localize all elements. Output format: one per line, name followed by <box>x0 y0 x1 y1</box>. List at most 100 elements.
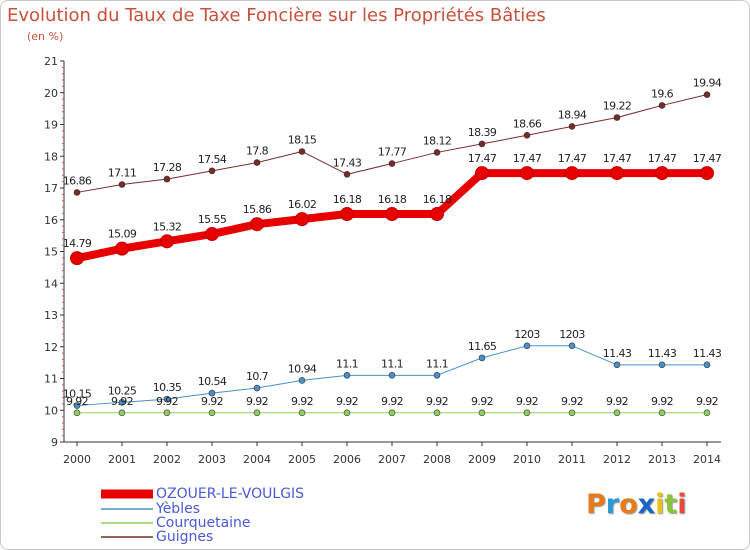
series-2 <box>73 409 711 417</box>
data-point <box>388 372 396 379</box>
data-label: 18.39 <box>468 126 497 139</box>
data-point <box>658 102 666 109</box>
y-tick-label: 12 <box>44 341 58 354</box>
data-point <box>208 389 216 397</box>
data-label: 17.47 <box>648 152 677 165</box>
data-point <box>523 409 531 417</box>
data-point <box>70 251 84 266</box>
legend-label-courquetaine: Courquetaine <box>156 515 251 531</box>
proxiti-logo: Proxiti <box>586 489 687 520</box>
data-point <box>295 212 309 227</box>
logo-letter: o <box>619 489 638 520</box>
data-point <box>565 166 579 181</box>
data-label: 1203 <box>559 328 585 341</box>
data-point <box>298 148 306 155</box>
logo-letter: r <box>605 489 620 520</box>
data-point <box>253 159 261 166</box>
data-label: 19.94 <box>693 77 722 90</box>
data-point <box>478 140 486 148</box>
data-label: 11.43 <box>693 347 722 360</box>
data-label: 10.54 <box>198 375 227 388</box>
data-label: 11.1 <box>336 357 358 370</box>
legend-swatch-courquetaine <box>101 522 153 524</box>
data-label: 17.47 <box>513 152 542 165</box>
data-point <box>208 409 216 417</box>
x-tick-label: 2002 <box>153 453 181 466</box>
data-label: 15.86 <box>243 203 272 216</box>
data-point <box>73 409 81 417</box>
data-label: 17.47 <box>603 152 632 165</box>
data-label: 9.92 <box>561 395 583 408</box>
data-point <box>163 395 171 403</box>
legend-label-ozouer: OZOUER-LE-VOULGIS <box>156 486 305 502</box>
data-point <box>658 409 666 417</box>
y-tick-label: 13 <box>44 309 58 322</box>
data-label: 17.43 <box>333 156 362 169</box>
data-label: 9.92 <box>111 395 133 408</box>
data-label: 9.92 <box>336 395 358 408</box>
data-point <box>568 123 576 130</box>
data-label: 9.92 <box>471 395 493 408</box>
y-tick-label: 17 <box>44 182 58 195</box>
x-tick-label: 2009 <box>468 453 496 466</box>
data-point <box>703 409 711 417</box>
data-point <box>388 409 396 417</box>
data-point <box>478 354 486 362</box>
x-tick-label: 2012 <box>603 453 631 466</box>
data-point <box>433 409 441 417</box>
data-point <box>475 166 489 181</box>
y-tick-label: 15 <box>44 246 58 259</box>
data-point <box>118 181 126 188</box>
logo-letter: x <box>637 489 656 520</box>
data-label: 19.22 <box>603 100 632 113</box>
x-tick-label: 2005 <box>288 453 316 466</box>
y-tick-label: 14 <box>44 277 58 290</box>
data-point <box>658 361 666 369</box>
data-label: 14.79 <box>63 237 92 250</box>
data-point <box>163 409 171 417</box>
data-point <box>118 399 126 406</box>
logo-letter: t <box>664 489 678 520</box>
chart-subtitle: (en %) <box>27 30 64 43</box>
y-tick-label: 16 <box>44 214 58 227</box>
y-tick-label: 18 <box>44 150 58 163</box>
data-point <box>430 207 444 222</box>
data-label: 9.92 <box>696 395 718 408</box>
y-tick-label: 19 <box>44 119 58 132</box>
data-point <box>613 409 621 417</box>
data-point <box>700 166 714 181</box>
data-label: 9.92 <box>156 395 178 408</box>
legend-item-guignes: Guignes <box>101 530 213 544</box>
data-point <box>73 402 81 409</box>
legend-label-yebles: Yèbles <box>156 501 200 517</box>
data-label: 9.92 <box>381 395 403 408</box>
y-tick-label: 11 <box>44 373 58 386</box>
data-point <box>253 384 261 392</box>
legend-item-yebles: Yèbles <box>101 502 200 516</box>
data-point <box>610 166 624 181</box>
data-point <box>298 377 306 384</box>
x-tick-label: 2008 <box>423 453 451 466</box>
legend-item-ozouer: OZOUER-LE-VOULGIS <box>101 487 304 501</box>
data-label: 1203 <box>514 328 540 341</box>
series-3 <box>73 91 711 196</box>
data-label: 10.35 <box>153 381 182 394</box>
data-label: 18.66 <box>513 117 542 130</box>
data-label: 10.94 <box>288 362 317 375</box>
data-label: 15.09 <box>108 228 137 241</box>
data-label: 10.7 <box>246 370 269 383</box>
data-label: 11.43 <box>648 347 677 360</box>
data-point <box>613 361 621 369</box>
x-tick-label: 2007 <box>378 453 406 466</box>
data-label: 15.55 <box>198 213 227 226</box>
data-point <box>250 217 264 232</box>
y-tick-label: 20 <box>44 87 58 100</box>
data-label: 17.28 <box>153 161 182 174</box>
logo-letter: P <box>586 489 606 520</box>
data-label: 16.18 <box>333 193 362 206</box>
data-label: 16.86 <box>63 174 92 187</box>
data-point <box>343 409 351 417</box>
data-label: 17.47 <box>558 152 587 165</box>
data-point <box>613 114 621 121</box>
legend-item-courquetaine: Courquetaine <box>101 516 251 530</box>
